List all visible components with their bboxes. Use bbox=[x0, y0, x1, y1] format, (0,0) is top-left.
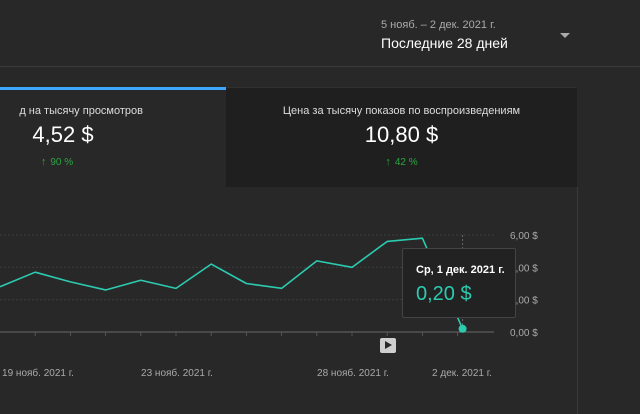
date-period-label: Последние 28 дней bbox=[381, 35, 508, 51]
metric-card-rpm[interactable]: д на тысячу просмотров 4,52 $ ↑ 90 % bbox=[0, 87, 226, 187]
x-tick-label: 28 нояб. 2021 г. bbox=[317, 367, 389, 379]
data-point bbox=[458, 324, 467, 333]
x-tick-label: 19 нояб. 2021 г. bbox=[2, 367, 74, 379]
metric-label: д на тысячу просмотров bbox=[19, 105, 143, 117]
series-line bbox=[0, 237, 464, 330]
metric-change-value: 42 % bbox=[394, 157, 418, 168]
x-tick-label: 2 дек. 2021 г. bbox=[432, 368, 492, 379]
dropdown-caret-icon[interactable] bbox=[560, 33, 570, 38]
header-divider bbox=[0, 66, 640, 67]
tooltip-value: 0,20 $ bbox=[416, 283, 472, 305]
y-tick-label: 4,00 $ bbox=[510, 263, 538, 274]
metric-value: 4,52 $ bbox=[32, 122, 94, 147]
metric-label: Цена за тысячу показов по воспроизведени… bbox=[282, 105, 521, 117]
tooltip-date: Ср, 1 дек. 2021 г. bbox=[416, 264, 505, 276]
metric-change-value: 90 % bbox=[50, 157, 74, 168]
date-range-picker[interactable]: 5 нояб. – 2 дек. 2021 г. Последние 28 дн… bbox=[370, 12, 590, 60]
metric-value: 10,80 $ bbox=[364, 122, 439, 147]
play-icon[interactable] bbox=[380, 338, 396, 353]
y-tick-label: 2,00 $ bbox=[510, 296, 538, 307]
y-tick-label: 6,00 $ bbox=[510, 231, 538, 242]
y-tick-label: 0,00 $ bbox=[510, 328, 538, 339]
arrow-up-icon: ↑ bbox=[40, 156, 47, 168]
chart-tooltip: Ср, 1 дек. 2021 г. 0,20 $ bbox=[402, 248, 516, 318]
metric-card-cpm[interactable]: Цена за тысячу показов по воспроизведени… bbox=[226, 87, 577, 187]
metric-change: ↑ 42 % bbox=[226, 156, 577, 168]
metric-change: ↑ 90 % bbox=[0, 156, 170, 168]
x-tick-label: 23 нояб. 2021 г. bbox=[141, 367, 213, 379]
arrow-up-icon: ↑ bbox=[385, 156, 391, 168]
date-range-text: 5 нояб. – 2 дек. 2021 г. bbox=[381, 19, 496, 31]
